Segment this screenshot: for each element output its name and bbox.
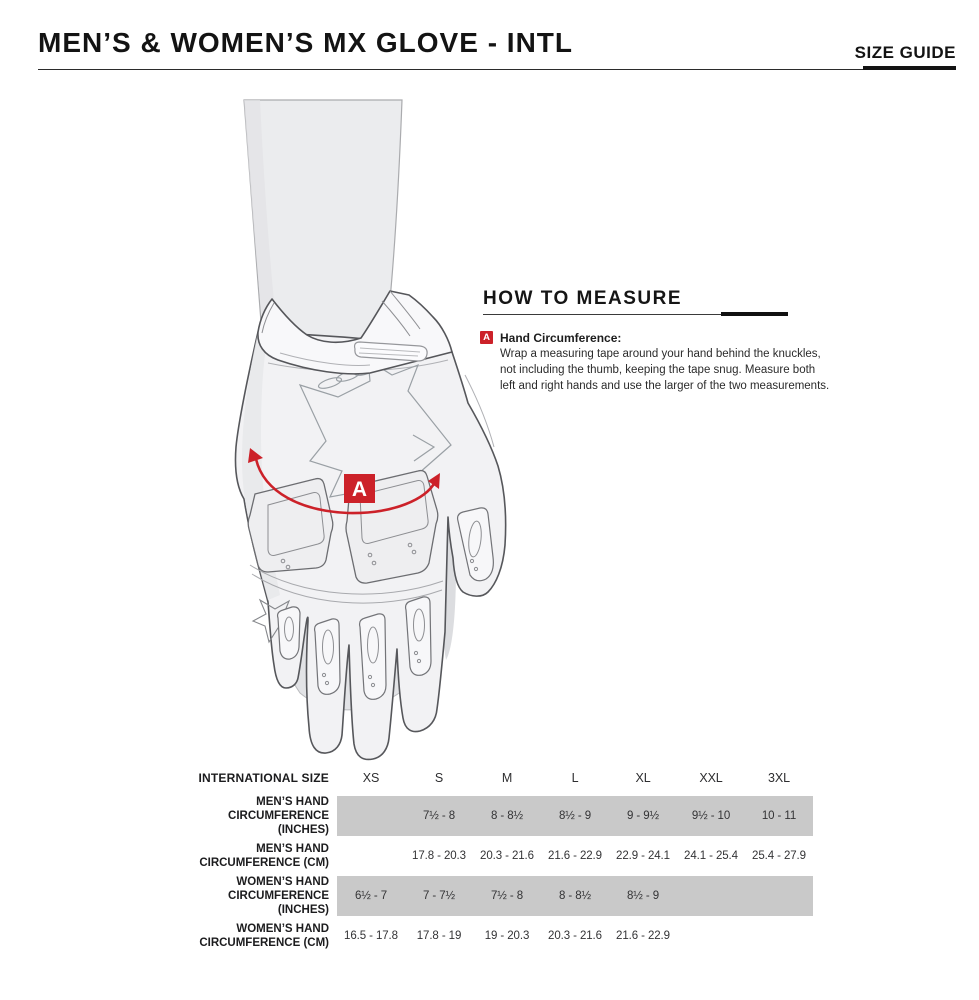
table-row-mens-inches: MEN’S HAND CIRCUMFERENCE (INCHES) 7½ - 8…: [183, 796, 813, 836]
svg-text:A: A: [352, 478, 367, 501]
size-column-header: XXL: [699, 771, 723, 785]
size-cell: 24.1 - 25.4: [684, 850, 738, 862]
row-values: 7½ - 8 8 - 8½ 8½ - 9 9 - 9½ 9½ - 10 10 -…: [337, 796, 813, 836]
size-cell: 19 - 20.3: [484, 930, 530, 942]
size-cell: 10 - 11: [761, 810, 797, 822]
how-to-measure-heading: HOW TO MEASURE: [483, 288, 683, 309]
measure-instruction-line: left and right hands and use the larger …: [500, 379, 830, 392]
page-title: MEN’S & WOMEN’S MX GLOVE - INTL: [38, 27, 573, 58]
finger-plates: [276, 507, 494, 700]
measure-marker-a: A: [344, 474, 375, 503]
size-guide-underline: [863, 66, 956, 70]
measure-instructions: Wrap a measuring tape around your hand b…: [500, 347, 829, 394]
size-table-header-label: INTERNATIONAL SIZE: [198, 771, 329, 785]
table-row-mens-cm: MEN’S HAND CIRCUMFERENCE (CM) 17.8 - 20.…: [183, 836, 813, 876]
size-cell: 8 - 8½: [490, 810, 523, 822]
size-column-header: L: [571, 771, 579, 785]
row-values: 17.8 - 20.3 20.3 - 21.6 21.6 - 22.9 22.9…: [337, 836, 813, 876]
size-cell: 7 - 7½: [422, 890, 455, 902]
size-cell: 8½ - 9: [626, 890, 659, 902]
size-cell: 6½ - 7: [354, 890, 387, 902]
size-column-header: XS: [362, 771, 380, 785]
measure-arc: [248, 448, 440, 515]
size-cell: 20.3 - 21.6: [480, 850, 534, 862]
how-to-measure-divider: [483, 314, 788, 315]
size-cell: 8½ - 9: [558, 810, 591, 822]
size-column-header: S: [434, 771, 444, 785]
size-column-header: 3XL: [768, 771, 790, 785]
row-label: WOMEN’S HAND CIRCUMFERENCE (CM): [199, 923, 329, 949]
glove-illustration: A: [234, 99, 507, 761]
glove-cuff: [257, 290, 453, 375]
how-to-measure-divider-accent: [721, 312, 788, 316]
row-label: WOMEN’S HAND CIRCUMFERENCE (INCHES): [228, 876, 329, 916]
row-values: 6½ - 7 7 - 7½ 7½ - 8 8 - 8½ 8½ - 9: [337, 876, 813, 916]
size-cell: 16.5 - 17.8: [344, 930, 398, 942]
size-columns: XS S M L XL XXL 3XL: [337, 760, 813, 796]
size-cell: 7½ - 8: [422, 810, 455, 822]
size-table-header-row: INTERNATIONAL SIZE XS S M L XL XXL 3XL: [183, 760, 813, 796]
size-cell: 21.6 - 22.9: [616, 930, 670, 942]
size-cell: 21.6 - 22.9: [548, 850, 602, 862]
size-cell: 17.8 - 19: [416, 930, 462, 942]
size-column-header: XL: [635, 771, 651, 785]
row-label: MEN’S HAND CIRCUMFERENCE (CM): [199, 843, 329, 869]
size-cell: 25.4 - 27.9: [752, 850, 806, 862]
table-row-womens-inches: WOMEN’S HAND CIRCUMFERENCE (INCHES) 6½ -…: [183, 876, 813, 916]
table-row-womens-cm: WOMEN’S HAND CIRCUMFERENCE (CM) 16.5 - 1…: [183, 916, 813, 956]
size-cell: 20.3 - 21.6: [548, 930, 602, 942]
size-cell: 8 - 8½: [558, 890, 591, 902]
row-label: MEN’S HAND CIRCUMFERENCE (INCHES): [228, 796, 329, 836]
small-star-accent: [251, 598, 296, 644]
measure-step-a-badge: A: [480, 331, 493, 344]
header-divider: [38, 69, 956, 70]
size-cell: 22.9 - 24.1: [616, 850, 670, 862]
row-values: 16.5 - 17.8 17.8 - 19 19 - 20.3 20.3 - 2…: [337, 916, 813, 956]
size-cell: 7½ - 8: [490, 890, 523, 902]
measure-instruction-line: not including the thumb, keeping the tap…: [500, 363, 816, 376]
size-table: INTERNATIONAL SIZE XS S M L XL XXL 3XL M…: [183, 760, 813, 956]
size-guide-tab[interactable]: SIZE GUIDE: [854, 43, 956, 62]
measure-step-label: Hand Circumference:: [500, 331, 622, 345]
size-cell: 9½ - 10: [691, 810, 731, 822]
size-column-header: M: [501, 771, 513, 785]
size-cell: 9 - 9½: [626, 810, 659, 822]
size-cell: 17.8 - 20.3: [412, 850, 466, 862]
measure-instruction-line: Wrap a measuring tape around your hand b…: [500, 348, 821, 360]
